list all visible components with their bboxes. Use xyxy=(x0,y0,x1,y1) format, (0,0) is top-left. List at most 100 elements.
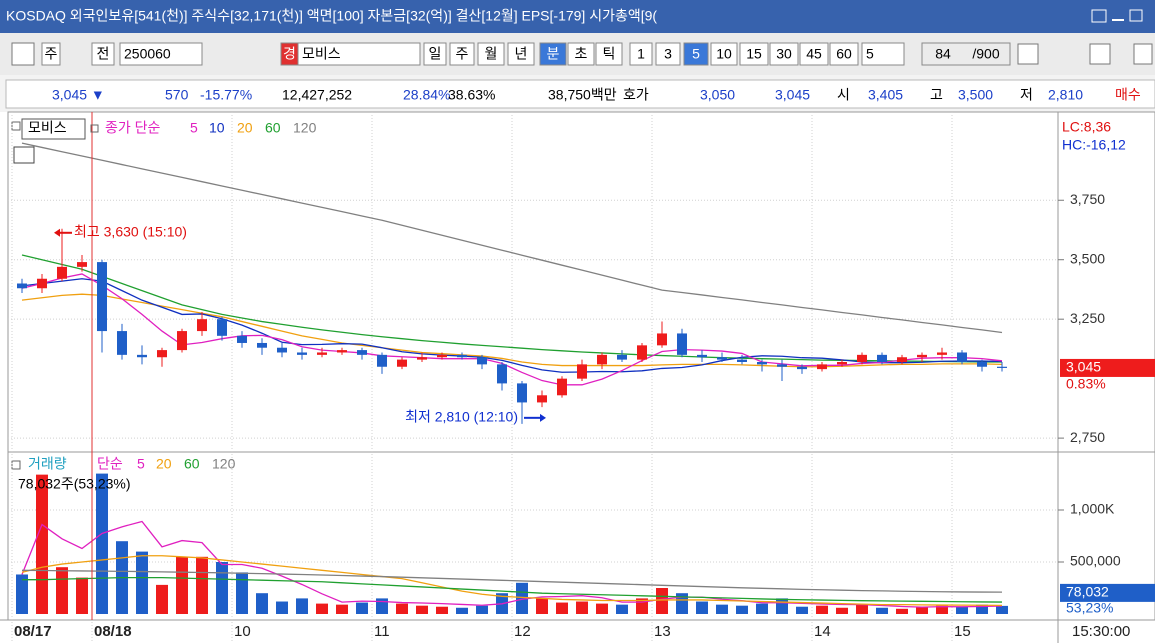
toolbar-label: 5 xyxy=(692,46,700,62)
volume-bar xyxy=(876,607,888,614)
toolbar-label: 월 xyxy=(485,46,498,62)
info-value: 12,427,252 xyxy=(282,87,352,103)
toolbar-button[interactable] xyxy=(655,42,681,66)
toolbar-label: 경 xyxy=(283,46,296,62)
candle-body xyxy=(877,354,887,362)
info-value: 38.63% xyxy=(448,87,495,103)
toolbar-button[interactable] xyxy=(739,42,769,66)
toolbar-button[interactable] xyxy=(539,42,567,66)
candle-body xyxy=(937,352,947,355)
candle-body xyxy=(77,262,87,267)
candle-body xyxy=(237,335,247,343)
toolbar-button[interactable] xyxy=(567,42,595,66)
toolbar-button[interactable] xyxy=(595,42,623,66)
info-value: 3,500 xyxy=(958,87,993,103)
candle-body xyxy=(777,364,787,367)
toolbar-button[interactable] xyxy=(710,42,738,66)
info-value: 38,750백만 xyxy=(548,87,617,103)
volume-bar xyxy=(936,605,948,614)
y-tick-label: 3,750 xyxy=(1070,191,1105,207)
candle-body xyxy=(17,283,27,289)
volume-bar xyxy=(676,593,688,614)
info-value: 28.84% xyxy=(403,87,450,103)
volume-bar xyxy=(456,607,468,614)
volume-bar xyxy=(396,603,408,614)
candle-body xyxy=(897,357,907,362)
volume-bar xyxy=(56,567,68,614)
legend-ma-label: 종가 단순 xyxy=(105,120,161,136)
ma-line xyxy=(21,278,1003,373)
candle-body xyxy=(137,354,147,358)
legend-entry: 60 xyxy=(265,120,281,136)
ma-line xyxy=(21,520,1003,608)
window-title: KOSDAQ 외국인보유[541(천)] 주식수[32,171(천)] 액면[1… xyxy=(6,8,657,24)
candle-body xyxy=(717,357,727,360)
candle-body xyxy=(117,331,127,355)
toolbar-label: 모비스 xyxy=(302,46,341,62)
hc-label: HC:-16,12 xyxy=(1062,137,1126,153)
legend-entry: 10 xyxy=(209,120,225,136)
candle-body xyxy=(757,361,767,365)
ma-line xyxy=(22,576,1003,603)
option-button[interactable] xyxy=(1133,43,1153,65)
maximize-icon[interactable] xyxy=(1129,9,1143,22)
legend-entry: 20 xyxy=(156,456,172,472)
legend-icon xyxy=(90,124,99,133)
ma-line xyxy=(21,142,1003,334)
volume-bar xyxy=(176,556,188,614)
legend-ma-label: 단순 xyxy=(97,456,123,472)
toolbar-button[interactable] xyxy=(297,42,421,66)
candle-body xyxy=(837,361,847,365)
candle-body xyxy=(397,359,407,367)
x-tick-label: 15 xyxy=(954,623,971,640)
toolbar-button[interactable] xyxy=(769,42,799,66)
candle-body xyxy=(857,354,867,362)
candle-body xyxy=(297,352,307,355)
toolbar-button[interactable] xyxy=(799,42,829,66)
toolbar-button[interactable] xyxy=(507,42,535,66)
volume-tag xyxy=(1060,583,1155,602)
layout-button[interactable] xyxy=(11,42,35,66)
candle-body xyxy=(817,364,827,370)
toolbar-button[interactable] xyxy=(683,42,709,66)
volume-bar xyxy=(96,473,108,614)
toolbar-button[interactable] xyxy=(449,42,475,66)
candle-body xyxy=(177,331,187,351)
volume-bar xyxy=(256,593,268,614)
info-value: 3,050 xyxy=(700,87,735,103)
legend-entry: 20 xyxy=(237,120,253,136)
volume-ratio: 53,23% xyxy=(1066,600,1113,616)
table-icon[interactable] xyxy=(13,146,35,164)
toolbar-button[interactable] xyxy=(423,42,447,66)
tool-button[interactable] xyxy=(1017,43,1039,65)
x-tick-label: 12 xyxy=(514,623,531,640)
toolbar-button[interactable] xyxy=(91,42,115,66)
annotation-arrowhead xyxy=(540,413,546,422)
volume-bar xyxy=(756,603,768,614)
toolbar-button[interactable] xyxy=(477,42,505,66)
toolbar-button[interactable] xyxy=(119,42,203,66)
save-button[interactable] xyxy=(1089,43,1111,65)
time-label: 15:30:00 xyxy=(1072,623,1130,640)
volume-bar xyxy=(516,582,528,614)
volume-bar xyxy=(796,606,808,614)
volume-bar xyxy=(376,598,388,614)
toolbar-button[interactable] xyxy=(629,42,653,66)
volume-bar xyxy=(536,598,548,614)
legend-entry: 120 xyxy=(293,120,317,136)
info-value: 고 xyxy=(930,87,943,103)
candle-body xyxy=(257,342,267,348)
x-tick-label: 14 xyxy=(814,623,831,640)
candle-body xyxy=(357,350,367,355)
toolbar-button[interactable] xyxy=(41,42,61,66)
x-tick-label: 08/17 xyxy=(14,623,52,640)
volume-info: 78,032주(53,23%) xyxy=(18,476,131,492)
toolbar-label: 주 xyxy=(45,46,58,62)
panel-icon xyxy=(11,121,21,131)
window-controls xyxy=(1091,9,1143,23)
restore-icon[interactable] xyxy=(1091,9,1107,23)
volume-bar xyxy=(196,556,208,614)
info-value: -15.77% xyxy=(200,87,252,103)
toolbar-button[interactable] xyxy=(829,42,859,66)
toolbar-button[interactable] xyxy=(861,42,905,66)
